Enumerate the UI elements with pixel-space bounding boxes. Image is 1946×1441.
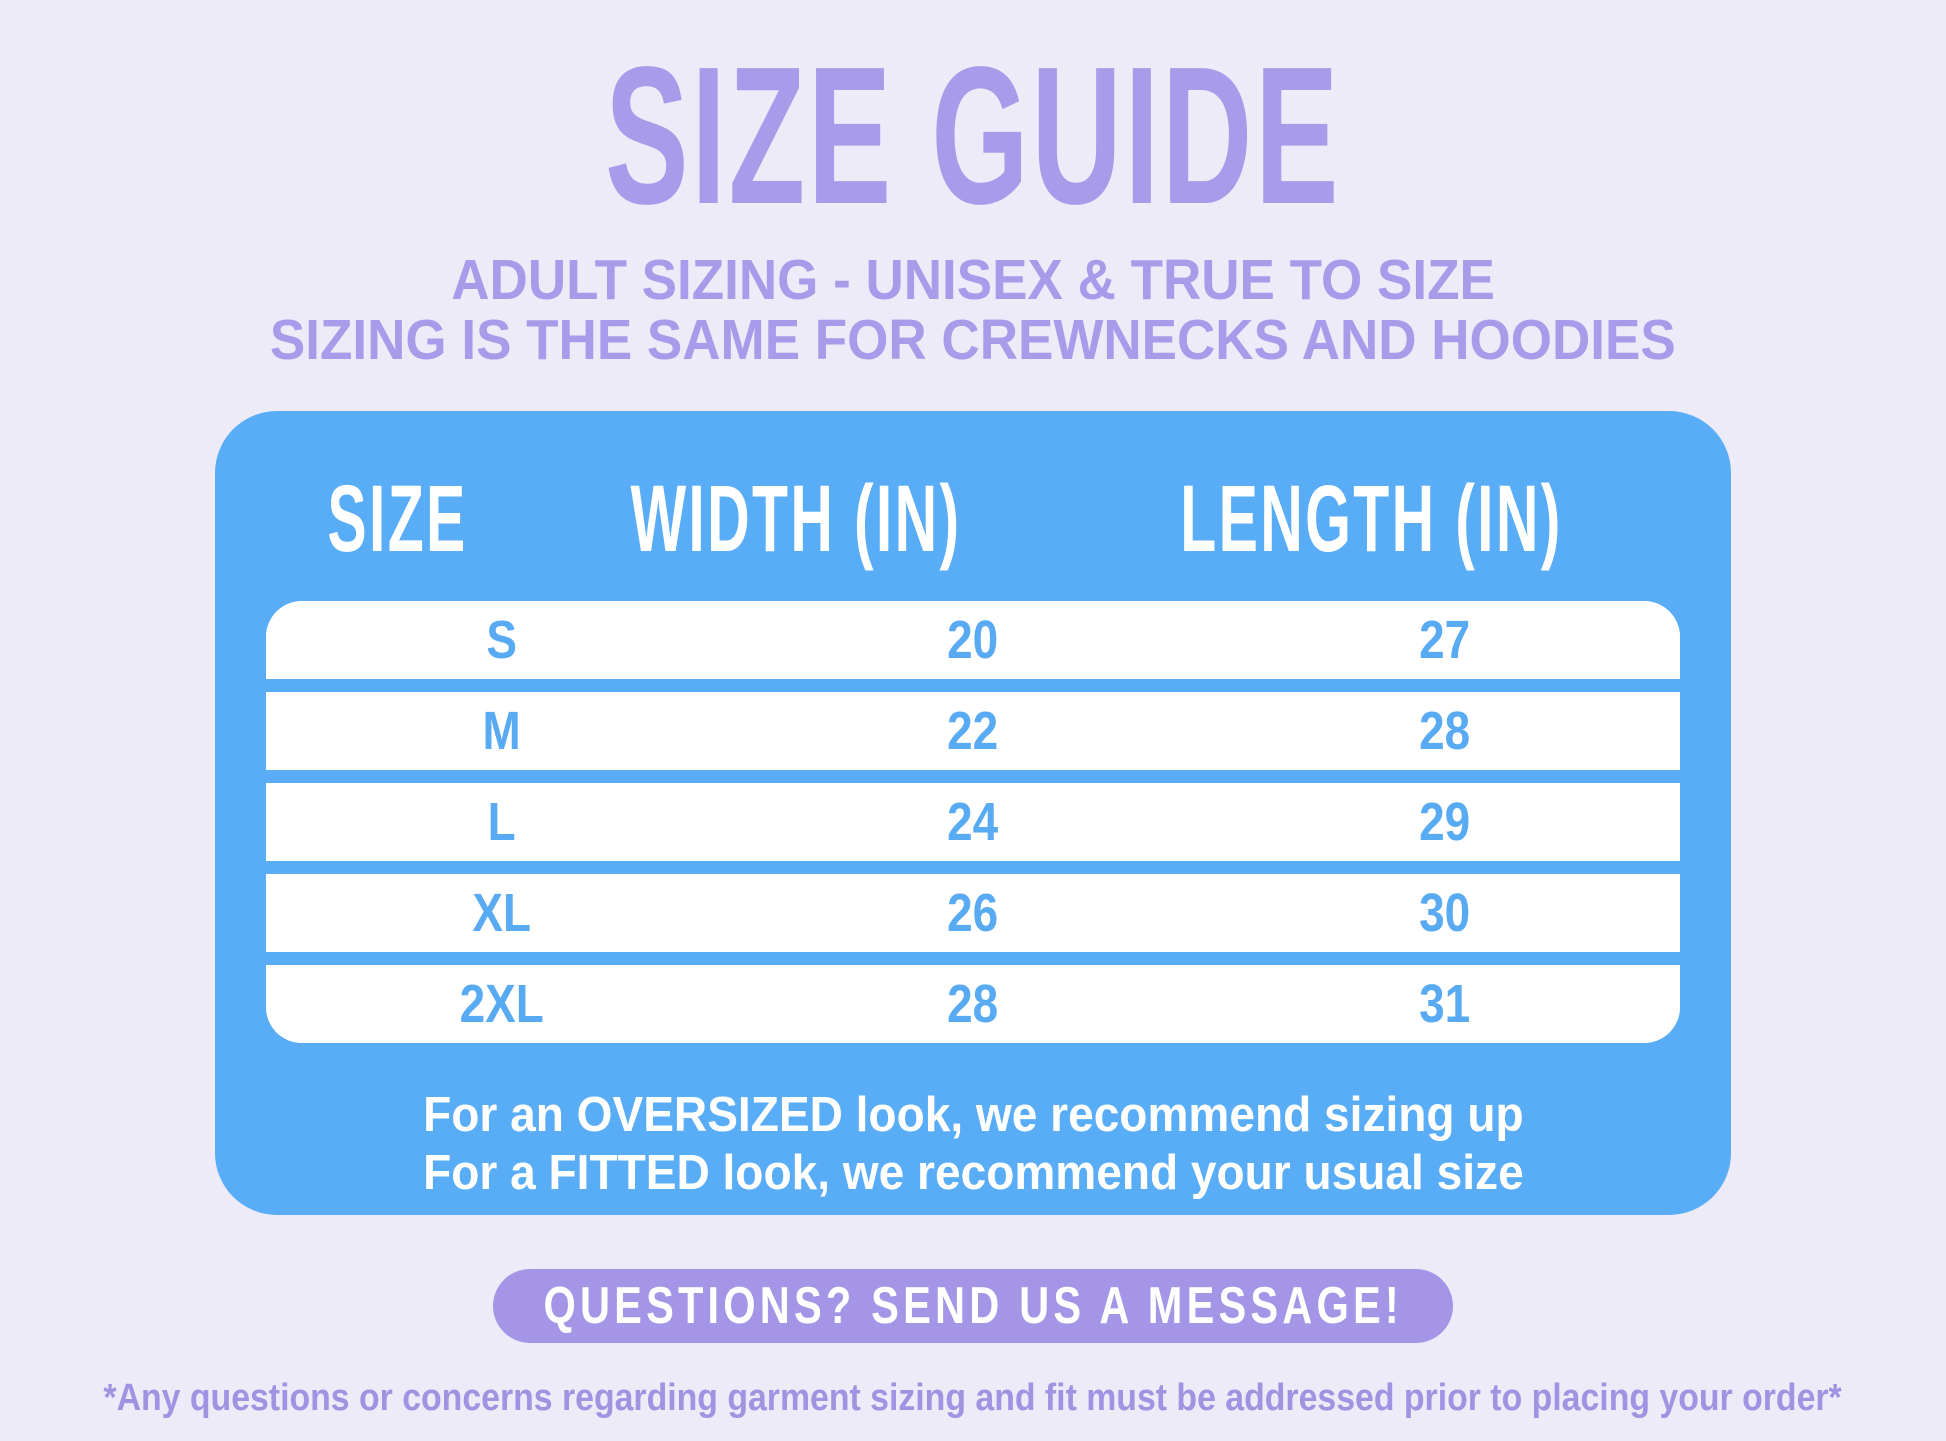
fit-recommendation: For an OVERSIZED look, we recommend sizi… <box>388 1087 1559 1203</box>
column-header-width: WIDTH (IN) <box>630 466 962 573</box>
table-row: S 20 27 <box>266 600 1680 679</box>
column-header-length: LENGTH (IN) <box>1180 466 1563 573</box>
size-cell: S <box>486 609 517 670</box>
table-row: L 24 29 <box>266 782 1680 861</box>
row-divider <box>266 951 1680 965</box>
table-row: M 22 28 <box>266 691 1680 770</box>
length-cell: 31 <box>1418 973 1470 1034</box>
page-title: SIZE GUIDE <box>604 26 1342 245</box>
size-cell: 2XL <box>459 973 544 1034</box>
row-divider <box>266 769 1680 783</box>
size-table-header: SIZE WIDTH (IN) LENGTH (IN) <box>266 461 1680 579</box>
width-cell: 20 <box>947 609 999 670</box>
width-cell: 28 <box>947 973 999 1034</box>
row-divider <box>266 860 1680 874</box>
width-cell: 22 <box>947 700 999 761</box>
size-cell: M <box>482 700 521 761</box>
length-cell: 29 <box>1418 791 1470 852</box>
row-divider <box>266 678 1680 692</box>
size-chart-card: SIZE WIDTH (IN) LENGTH (IN) S 20 27 M 22… <box>215 410 1731 1215</box>
subtitle: ADULT SIZING - UNISEX & TRUE TO SIZE SIZ… <box>217 250 1729 371</box>
table-row: XL 26 30 <box>266 873 1680 952</box>
length-cell: 27 <box>1418 609 1470 670</box>
size-cell: XL <box>472 882 531 943</box>
subtitle-line-1: ADULT SIZING - UNISEX & TRUE TO SIZE <box>451 248 1495 312</box>
order-disclaimer: *Any questions or concerns regarding gar… <box>103 1376 1843 1419</box>
contact-cta-label: QUESTIONS? SEND US A MESSAGE! <box>543 1276 1403 1335</box>
size-table: S 20 27 M 22 28 L 24 29 XL 26 30 <box>266 600 1680 1043</box>
width-cell: 24 <box>947 791 999 852</box>
column-header-size: SIZE <box>327 466 468 573</box>
table-row: 2XL 28 31 <box>266 964 1680 1043</box>
width-cell: 26 <box>947 882 999 943</box>
fit-note-line-2: For a FITTED look, we recommend your usu… <box>422 1145 1524 1200</box>
subtitle-line-2: SIZING IS THE SAME FOR CREWNECKS AND HOO… <box>270 308 1676 373</box>
length-cell: 30 <box>1418 882 1470 943</box>
fit-note-line-1: For an OVERSIZED look, we recommend sizi… <box>422 1087 1524 1142</box>
size-cell: L <box>487 791 516 852</box>
contact-cta-button[interactable]: QUESTIONS? SEND US A MESSAGE! <box>493 1268 1453 1343</box>
length-cell: 28 <box>1418 700 1470 761</box>
